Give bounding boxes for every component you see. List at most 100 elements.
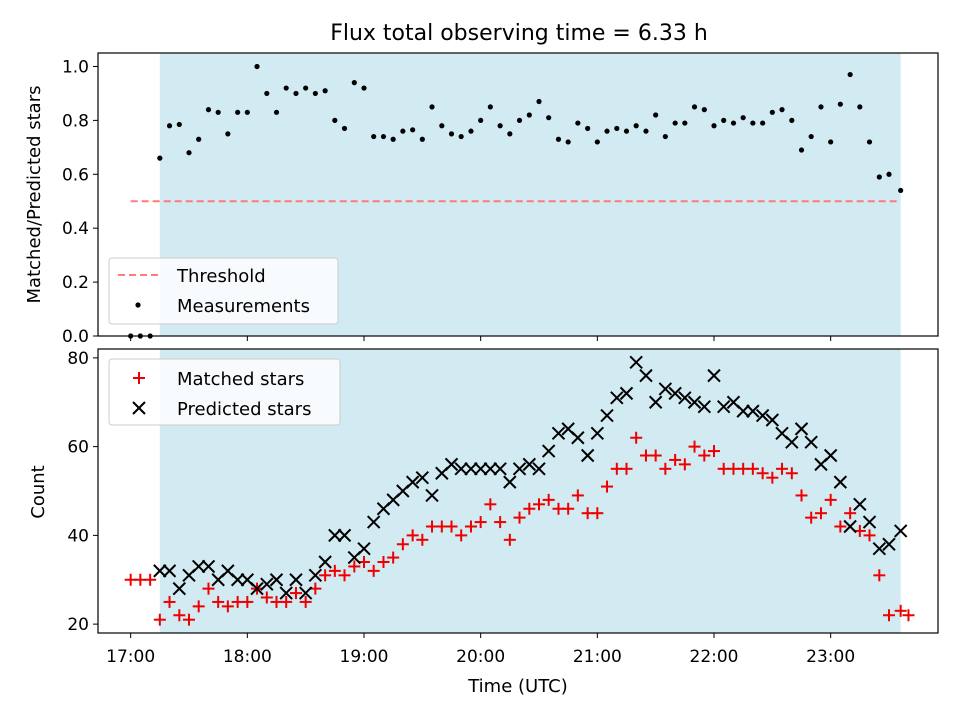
predicted-star-point bbox=[493, 462, 507, 476]
measurement-point bbox=[769, 109, 775, 115]
measurement-point bbox=[225, 131, 231, 137]
measurement-point bbox=[400, 128, 406, 134]
matched-star-point bbox=[163, 595, 176, 608]
measurement-point bbox=[721, 117, 727, 123]
top-y-axis-label: Matched/Predicted stars bbox=[24, 86, 45, 304]
x-tick-label: 19:00 bbox=[340, 647, 389, 667]
measurement-point bbox=[390, 136, 396, 142]
measurement-point bbox=[371, 133, 377, 140]
predicted-star-point bbox=[882, 537, 896, 551]
matched-star-point bbox=[503, 533, 516, 546]
matched-star-point bbox=[387, 551, 400, 564]
bottom-predicted-stars bbox=[153, 355, 908, 600]
matched-star-point bbox=[464, 520, 477, 533]
measurement-point bbox=[847, 71, 853, 78]
measurement-point bbox=[730, 120, 737, 126]
predicted-star-point bbox=[629, 355, 643, 370]
matched-star-point bbox=[280, 595, 293, 608]
predicted-star-point bbox=[600, 408, 614, 423]
predicted-star-point bbox=[785, 435, 799, 449]
measurement-point bbox=[604, 128, 610, 134]
predicted-star-point bbox=[571, 431, 585, 445]
top-y-tick-label: 0.2 bbox=[62, 273, 89, 293]
matched-star-point bbox=[708, 445, 720, 458]
measurement-point bbox=[672, 120, 678, 126]
measurement-point bbox=[283, 85, 289, 91]
legend-predicted-label: Predicted stars bbox=[177, 399, 311, 420]
measurement-point bbox=[575, 120, 581, 126]
matched-star-point bbox=[494, 516, 507, 529]
predicted-star-point bbox=[668, 386, 682, 401]
measurement-point bbox=[468, 128, 474, 134]
predicted-star-point bbox=[191, 559, 206, 574]
predicted-star-point bbox=[639, 368, 653, 383]
predicted-star-point bbox=[318, 555, 332, 569]
top-plot-frame bbox=[97, 52, 939, 337]
legend-predicted-swatch bbox=[132, 401, 146, 415]
matched-star-point bbox=[834, 520, 847, 533]
matched-star-point bbox=[289, 587, 302, 600]
measurement-point bbox=[166, 123, 173, 129]
measurement-point bbox=[157, 155, 163, 161]
measurement-point bbox=[886, 171, 892, 177]
matched-star-point bbox=[562, 502, 575, 515]
matched-star-point bbox=[299, 595, 312, 608]
predicted-star-point bbox=[366, 515, 381, 529]
predicted-star-point bbox=[541, 444, 556, 458]
matched-star-point bbox=[863, 529, 876, 542]
matched-star-point bbox=[620, 462, 633, 475]
measurement-point bbox=[798, 147, 805, 153]
measurement-point bbox=[351, 80, 357, 86]
predicted-star-point bbox=[755, 408, 770, 423]
measurement-point bbox=[516, 117, 523, 123]
measurement-point bbox=[789, 117, 795, 123]
matched-star-point bbox=[533, 498, 545, 511]
legend-measurements-label: Measurements bbox=[177, 296, 310, 317]
measurement-point bbox=[410, 127, 416, 133]
predicted-star-point bbox=[551, 426, 566, 441]
measurement-point bbox=[458, 133, 464, 140]
matched-star-point bbox=[523, 502, 536, 515]
predicted-star-point bbox=[289, 573, 303, 587]
top-y-tick-label: 0.6 bbox=[62, 165, 89, 185]
measurement-point bbox=[205, 107, 212, 113]
predicted-star-point bbox=[269, 573, 284, 587]
matched-star-point bbox=[328, 564, 341, 577]
measurement-point bbox=[701, 107, 707, 113]
predicted-star-point bbox=[853, 497, 867, 512]
matched-star-point bbox=[571, 489, 584, 502]
predicted-star-point bbox=[580, 448, 595, 463]
matched-star-point bbox=[338, 569, 351, 582]
matched-star-point bbox=[445, 520, 458, 533]
measurement-point bbox=[526, 112, 532, 118]
predicted-star-point bbox=[823, 448, 838, 463]
measurement-point bbox=[478, 117, 484, 123]
top-y-tick-label: 1.0 bbox=[62, 57, 89, 77]
matched-star-point bbox=[649, 449, 662, 462]
matched-star-point bbox=[416, 533, 429, 546]
predicted-star-point bbox=[260, 577, 274, 591]
bottom-y-axis-label: Count bbox=[28, 465, 49, 518]
matched-star-point bbox=[844, 507, 857, 520]
top-y-axis: 0.0 0.2 0.4 0.6 0.8 1.0 bbox=[62, 57, 98, 347]
measurement-point bbox=[691, 104, 698, 110]
measurement-point bbox=[332, 117, 338, 123]
measurement-point bbox=[876, 174, 882, 180]
matched-star-point bbox=[776, 462, 789, 475]
measurement-point bbox=[711, 123, 717, 129]
top-legend: Threshold Measurements bbox=[108, 257, 339, 325]
predicted-star-point bbox=[804, 435, 818, 449]
measurement-point bbox=[264, 90, 270, 97]
measurement-point bbox=[361, 85, 367, 91]
legend-matched-swatch bbox=[133, 372, 145, 384]
matched-star-point bbox=[348, 560, 361, 573]
predicted-star-point bbox=[328, 528, 342, 543]
measurement-point bbox=[614, 125, 620, 132]
predicted-star-point bbox=[862, 515, 877, 529]
x-tick-label: 23:00 bbox=[806, 647, 855, 667]
measurement-point bbox=[633, 123, 639, 129]
measurement-point bbox=[866, 139, 873, 145]
matched-star-point bbox=[153, 613, 166, 626]
matched-star-point bbox=[814, 507, 827, 520]
